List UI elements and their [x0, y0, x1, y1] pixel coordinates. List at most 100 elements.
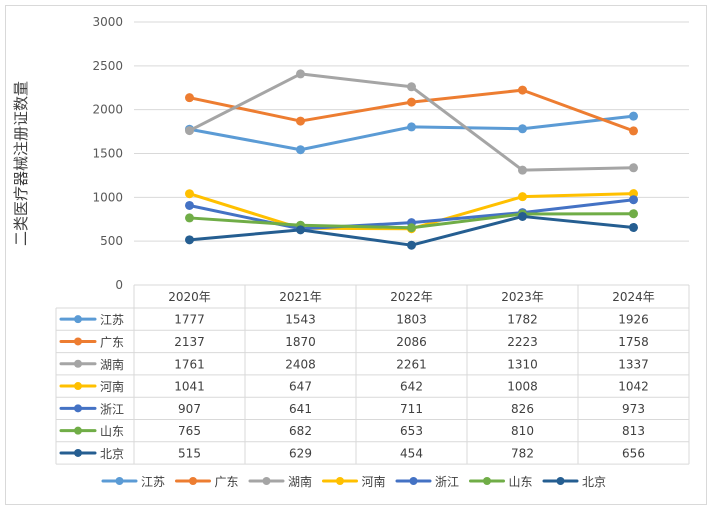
legend-label: 湖南 [288, 474, 312, 489]
table-cell: 682 [289, 424, 312, 438]
data-point [185, 213, 194, 223]
data-point [185, 235, 194, 245]
table-cell: 813 [622, 424, 645, 438]
legend-label: 广东 [215, 475, 239, 489]
table-cell: 2223 [507, 335, 538, 349]
data-point [407, 240, 416, 250]
table-cell: 765 [178, 424, 201, 438]
table-cell: 826 [511, 402, 534, 416]
table-cell: 973 [622, 402, 645, 416]
table-cell: 2261 [396, 357, 427, 371]
table-cell: 656 [622, 446, 645, 460]
table-cell: 2086 [396, 335, 427, 349]
y-axis-title: 二类医疗器械注册证数量 [12, 81, 30, 246]
legend-marker [115, 477, 124, 485]
data-point [518, 85, 527, 95]
table-cell: 1761 [174, 357, 205, 371]
legend-key-marker [74, 448, 82, 457]
legend-label: 河南 [362, 474, 386, 489]
table-cell: 642 [400, 380, 423, 394]
y-tick-label: 1500 [92, 147, 123, 161]
table-cell: 1042 [618, 380, 649, 394]
legend-marker [336, 477, 344, 485]
table-cell: 1782 [507, 313, 538, 327]
table-cell: 1543 [285, 313, 316, 327]
data-point [518, 192, 527, 202]
data-point [185, 126, 194, 136]
data-point [629, 209, 638, 219]
table-cell: 454 [400, 446, 423, 460]
data-point [629, 163, 638, 173]
table-cell: 647 [289, 380, 312, 394]
legend-marker [409, 477, 418, 485]
table-cell: 1310 [507, 357, 538, 371]
table-cell: 1926 [618, 313, 649, 327]
y-tick-label: 3000 [92, 15, 123, 29]
data-point [518, 124, 527, 134]
data-point [518, 165, 527, 175]
table-cell: 711 [400, 402, 423, 416]
series-line-江苏 [189, 114, 634, 152]
table-row-label: 湖南 [100, 357, 124, 372]
table-cell: 2408 [285, 357, 316, 371]
legend-label: 北京 [582, 475, 606, 489]
legend-key-marker [74, 404, 82, 413]
table-cell: 1803 [396, 313, 427, 327]
legend-key-marker [74, 359, 82, 368]
table-cell: 653 [400, 424, 423, 438]
x-category-label: 2022年 [390, 290, 433, 304]
legend-key-marker [74, 426, 82, 435]
table-cell: 641 [289, 402, 312, 416]
y-tick-label: 0 [115, 278, 123, 292]
data-point [407, 122, 416, 132]
data-point [296, 116, 305, 126]
table-cell: 1337 [618, 357, 649, 371]
table-row-label: 浙江 [100, 402, 124, 416]
data-point [185, 200, 194, 210]
x-category-label: 2024年 [612, 290, 655, 304]
legend-key-marker [74, 337, 82, 346]
table-cell: 907 [178, 402, 201, 416]
data-point [296, 69, 305, 79]
y-tick-label: 500 [100, 234, 123, 248]
table-row-label: 山东 [100, 425, 124, 439]
x-category-label: 2023年 [501, 290, 544, 304]
legend-marker [262, 477, 271, 485]
table-row-label: 广东 [100, 335, 124, 349]
legend-key-marker [74, 315, 82, 324]
y-tick-label: 2500 [92, 59, 123, 73]
legend-label: 江苏 [141, 475, 165, 489]
data-point [629, 111, 638, 121]
chart-frame [5, 5, 707, 505]
table-cell: 1041 [174, 380, 205, 394]
legend-label: 山东 [509, 475, 533, 489]
legend-marker [189, 477, 197, 485]
table-cell: 1758 [618, 335, 649, 349]
x-category-label: 2020年 [168, 290, 211, 304]
data-point [185, 93, 194, 103]
legend-marker [556, 477, 565, 485]
data-point [407, 223, 416, 233]
y-tick-label: 2000 [92, 103, 123, 117]
data-point [629, 195, 638, 205]
table-cell: 810 [511, 424, 534, 438]
data-point [629, 222, 638, 232]
legend-marker [483, 477, 491, 485]
table-row-label: 江苏 [100, 313, 124, 327]
data-point [407, 82, 416, 92]
table-cell: 515 [178, 446, 201, 460]
data-point [185, 189, 194, 199]
table-cell: 2137 [174, 335, 205, 349]
data-point [629, 126, 638, 136]
y-tick-label: 1000 [92, 190, 123, 204]
legend-key-marker [74, 382, 82, 391]
data-point [296, 145, 305, 155]
data-point [407, 97, 416, 107]
table-row-label: 北京 [100, 447, 124, 461]
table-cell: 1777 [174, 313, 205, 327]
legend-label: 浙江 [435, 475, 459, 489]
table-cell: 629 [289, 446, 312, 460]
x-category-label: 2021年 [279, 290, 322, 304]
table-row-label: 河南 [100, 379, 124, 394]
